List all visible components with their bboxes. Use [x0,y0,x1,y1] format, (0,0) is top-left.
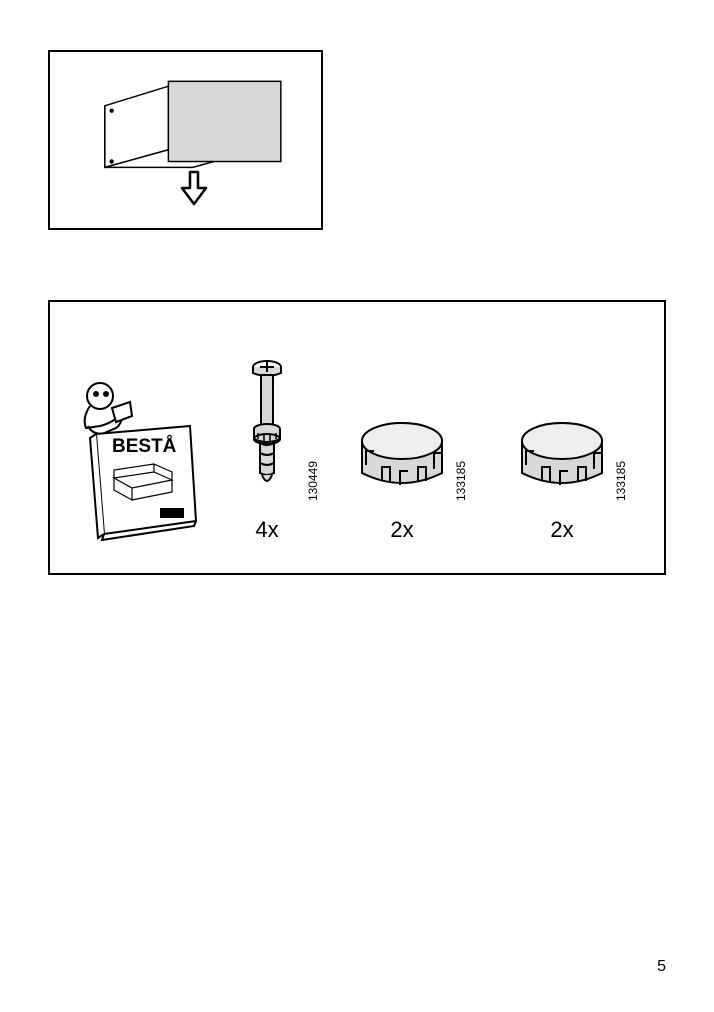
page-number: 5 [657,958,666,976]
part-number: 133185 [454,461,468,501]
screw-icon [242,357,292,507]
assembly-page: BESTÅ [0,0,714,1012]
part-qty: 4x [255,517,278,543]
manual-reference: BESTÅ [72,378,202,543]
down-arrow-icon [180,170,208,206]
parts-panel: BESTÅ [48,300,666,575]
cap-icon [352,417,452,507]
part-qty: 2x [550,517,573,543]
part-cap-1: 133185 2x [332,417,472,543]
part-qty: 2x [390,517,413,543]
cap-icon [512,417,612,507]
part-number: 133185 [614,461,628,501]
product-name-label: BESTÅ [112,436,177,457]
part-number: 130449 [306,461,320,501]
part-screw: 130449 4x [222,357,312,543]
booklet-icon: BESTÅ [72,378,202,543]
parts-row: BESTÅ [50,302,664,573]
part-cap-2: 133185 2x [492,417,632,543]
